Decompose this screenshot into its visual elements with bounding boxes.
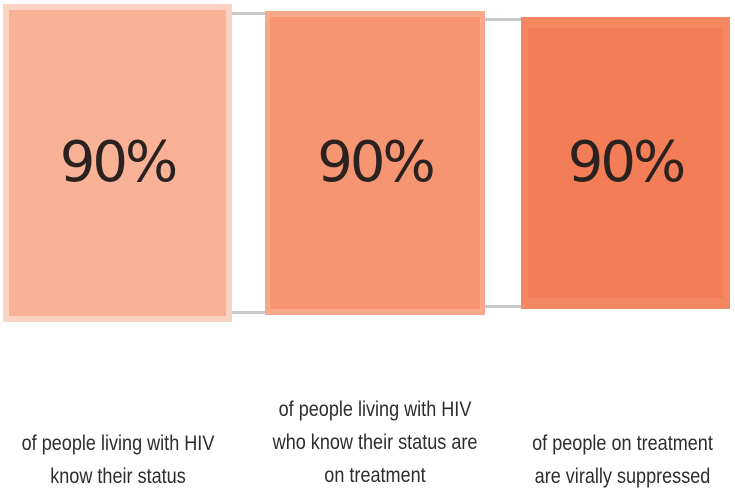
caption-1-line-2: know their status [50,465,186,488]
caption-3-line-1: of people on treatment [532,432,713,455]
caption-1-line-1: of people living with HIV [21,432,215,455]
caption-3-line-2: are virally suppressed [534,465,711,488]
caption-2: of people living with HIV who know their… [273,393,478,492]
cascade-card-2: 90% [265,11,485,315]
percent-value-1: 90% [59,130,178,195]
caption-2-line-2: who know their status are [272,431,478,454]
cascade-card-1: 90% [3,4,232,322]
caption-3: of people on treatment are virally suppr… [526,427,720,493]
percent-value-3: 90% [567,130,686,195]
cascade-card-1-fill: 90% [9,10,226,316]
caption-2-line-3: on treatment [324,464,426,487]
cascade-card-3-fill: 90% [528,28,723,298]
cascade-card-3: 90% [521,17,730,309]
caption-1: of people living with HIV know their sta… [17,427,220,493]
caption-2-line-1: of people living with HIV [278,398,472,421]
percent-value-2: 90% [317,130,435,195]
cascade-card-2-fill: 90% [270,17,480,309]
